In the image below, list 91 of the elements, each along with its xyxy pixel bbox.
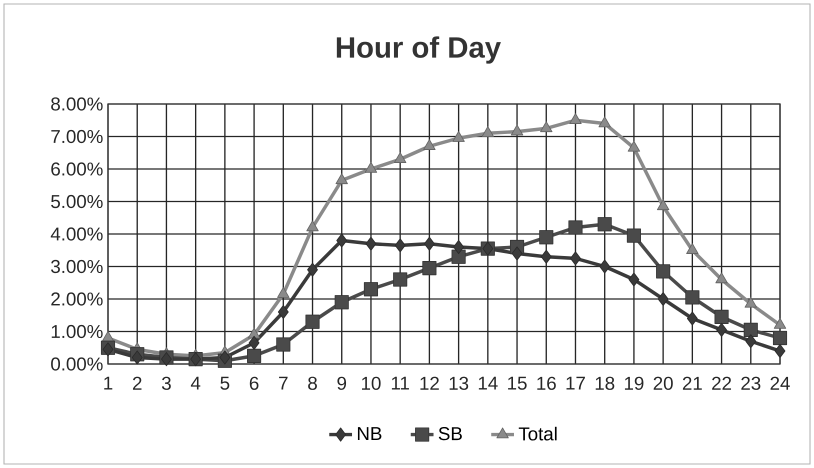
point <box>422 261 436 276</box>
point <box>539 230 554 244</box>
point <box>598 217 612 232</box>
point <box>686 311 698 326</box>
point <box>510 124 524 136</box>
y-tick-label: 0.00% <box>51 357 103 371</box>
x-tick-label: 1 <box>104 376 112 390</box>
x-tick-label: 18 <box>596 376 614 390</box>
point <box>394 152 406 163</box>
point <box>453 240 464 254</box>
x-tick-label: 3 <box>162 376 171 390</box>
point <box>366 236 376 251</box>
point <box>482 126 494 137</box>
point <box>540 121 552 132</box>
x-tick-label: 19 <box>624 376 644 390</box>
x-tick-label: 8 <box>308 376 317 390</box>
x-tick-label: 15 <box>508 376 527 390</box>
point <box>715 272 728 284</box>
x-tick-label: 22 <box>712 376 732 390</box>
point <box>336 233 348 248</box>
point <box>334 295 349 310</box>
x-tick-label: 13 <box>450 376 468 390</box>
point <box>364 162 378 173</box>
x-tick-label: 17 <box>566 376 585 390</box>
point <box>512 246 522 261</box>
point <box>656 199 670 210</box>
legend-label: Total <box>518 426 557 441</box>
point <box>774 344 786 358</box>
point <box>744 296 757 308</box>
x-tick-label: 14 <box>478 376 498 390</box>
y-tick-label: 1.00% <box>52 324 103 338</box>
y-tick-label: 8.00% <box>51 97 103 111</box>
point <box>628 140 640 152</box>
y-tick-label: 6.00% <box>51 162 103 176</box>
x-tick-label: 11 <box>392 376 409 390</box>
point <box>277 287 290 298</box>
x-tick-label: 10 <box>362 376 381 390</box>
y-tick-label: 2.00% <box>51 292 103 306</box>
point <box>276 337 290 352</box>
x-tick-label: 23 <box>741 376 760 390</box>
chart-title: Hour of Day <box>336 36 501 64</box>
point <box>452 250 466 264</box>
point <box>306 220 319 232</box>
point <box>248 336 260 350</box>
point <box>685 290 700 304</box>
point <box>772 330 788 346</box>
point <box>336 173 348 184</box>
point <box>686 243 699 254</box>
point <box>744 322 758 337</box>
x-tick-label: 5 <box>220 376 230 390</box>
point <box>628 272 640 287</box>
y-tick-label: 4.00% <box>50 227 103 241</box>
point <box>658 292 669 306</box>
y-tick-label: 7.00% <box>51 130 103 144</box>
x-tick-label: 2 <box>132 376 142 390</box>
point <box>570 251 581 266</box>
x-tick-label: 20 <box>654 376 673 390</box>
x-tick-label: 6 <box>250 376 258 390</box>
point <box>598 116 611 128</box>
point <box>424 236 435 251</box>
x-tick-label: 16 <box>537 376 556 390</box>
x-tick-label: 7 <box>279 376 288 390</box>
point <box>716 322 727 337</box>
point <box>132 350 143 365</box>
point <box>626 228 641 243</box>
point <box>394 238 406 252</box>
point <box>568 220 583 235</box>
point <box>656 264 670 278</box>
point <box>569 113 582 124</box>
x-tick-label: 21 <box>682 376 702 390</box>
y-tick-label: 5.00% <box>51 194 103 208</box>
legend-label: NB <box>358 427 382 440</box>
point <box>452 131 465 142</box>
point <box>714 310 729 324</box>
point <box>278 304 289 320</box>
x-tick-label: 24 <box>770 376 790 390</box>
point <box>423 139 436 150</box>
point <box>307 262 318 277</box>
legend-label: SB <box>438 427 462 440</box>
point <box>247 348 262 363</box>
y-tick-label: 3.00% <box>51 260 103 274</box>
x-tick-label: 9 <box>337 376 346 390</box>
point <box>745 334 756 348</box>
point <box>393 272 408 287</box>
x-tick-label: 12 <box>420 376 439 390</box>
point <box>599 259 610 274</box>
point <box>364 282 378 296</box>
point <box>540 250 552 264</box>
point <box>219 350 230 365</box>
point <box>305 314 320 329</box>
x-tick-label: 4 <box>190 376 200 390</box>
